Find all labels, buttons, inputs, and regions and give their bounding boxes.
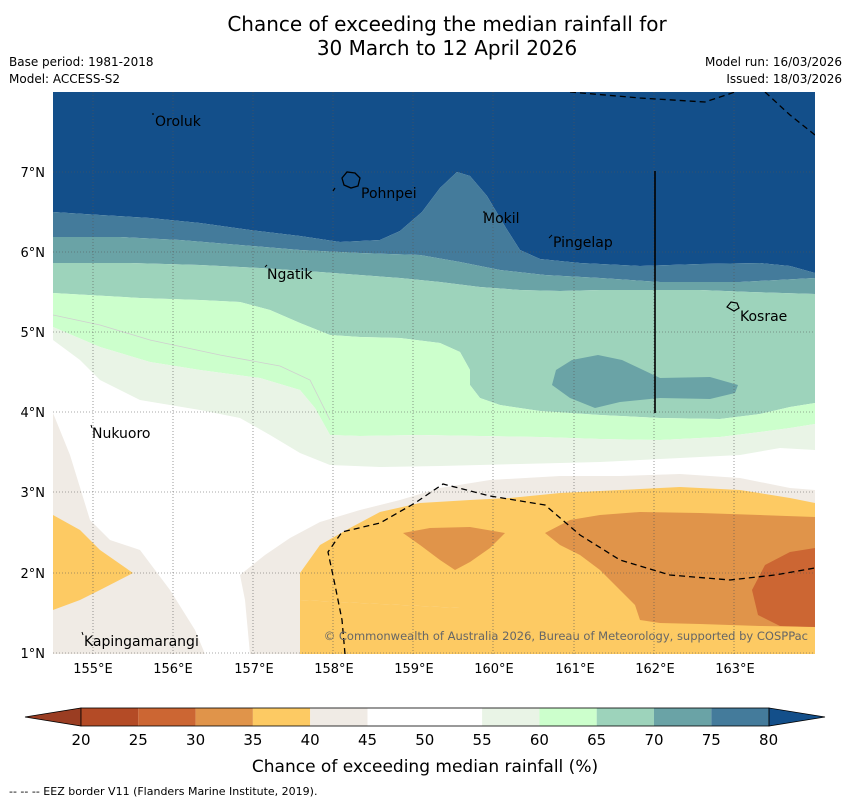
label-kapingamarangi: Kapingamarangi [84,634,199,650]
copyright-notice: © Commonwealth of Australia 2026, Bureau… [324,629,808,643]
contour-55-60 [53,327,815,467]
label-kosrae: Kosrae [740,309,787,325]
lat-tick: 4°N [21,406,46,421]
base-period: Base period: 1981-2018 [9,55,154,69]
colorbar-tick: 20 [71,731,90,749]
colorbar-tick: 60 [530,731,549,749]
title-line-2: 30 March to 12 April 2026 [316,36,578,60]
colorbar-tick: 70 [644,731,663,749]
issued-date: Issued: 18/03/2026 [726,72,842,86]
colorbar-segment [310,708,368,726]
colorbar-tick: 45 [358,731,377,749]
pingelap-marker [548,234,553,239]
label-ngatik: Ngatik [267,267,313,283]
contour-70-75-blob [552,355,738,408]
map-title: Chance of exceeding the median rainfall … [0,12,850,60]
colorbar-segment [539,708,597,726]
colorbar-segment [482,708,540,726]
colorbar-segment [195,708,253,726]
eez-border [327,92,815,654]
contour-50-line [53,314,331,421]
lon-tick: 156°E [153,662,193,677]
lon-tick: 157°E [234,662,274,677]
model-name: Model: ACCESS-S2 [9,72,121,86]
colorbar-segment [711,708,769,726]
oroluk-marker [152,113,154,115]
contour-60-65 [53,293,815,440]
meta-right: Model run: 16/03/2026 Issued: 18/03/2026 [705,54,842,88]
colorbar-tick: 55 [473,731,492,749]
lat-tick: 3°N [21,486,46,501]
contour-above-80 [53,92,815,273]
colorbar-extend-low [24,707,82,727]
contour-70-75 [53,237,815,294]
pohnpei-islet [332,187,336,192]
lon-tick: 161°E [555,662,595,677]
pohnpei-outline [341,171,361,189]
lat-tick: 6°N [21,246,46,261]
lat-tick: 1°N [21,647,46,662]
label-nukuoro: Nukuoro [92,426,150,442]
contour-35-40-west [53,515,133,610]
colorbar-segment [138,708,196,726]
label-oroluk: Oroluk [155,114,202,130]
colorbar-extend-high [768,707,826,727]
colorbar-tick: 25 [129,731,148,749]
lat-tick: 2°N [21,567,46,582]
lon-tick: 158°E [314,662,354,677]
label-pohnpei: Pohnpei [361,186,417,202]
rainfall-map: Oroluk Pohnpei Mokil Pingelap Ngatik Kos… [53,92,815,654]
contour-30-35-east [545,512,815,627]
colorbar-segment [252,708,311,726]
lon-tick: 155°E [73,662,113,677]
colorbar-tick: 80 [759,731,778,749]
title-line-1: Chance of exceeding the median rainfall … [227,12,667,36]
contour-35-40-south [300,600,815,654]
model-run: Model run: 16/03/2026 [704,55,842,69]
eez-legend-note: -- -- -- EEZ border V11 (Flanders Marine… [9,785,318,798]
colorbar-segment [367,708,425,726]
ngatik-marker [264,264,268,268]
kapinga-marker [81,631,84,636]
colorbar-label: Chance of exceeding median rainfall (%) [252,757,598,777]
label-mokil: Mokil [483,211,520,227]
colorbar-tick: 30 [186,731,205,749]
lon-tick: 159°E [394,662,434,677]
colorbar-tick: 75 [702,731,721,749]
colorbar-outline [80,707,770,727]
meta-left: Base period: 1981-2018 Model: ACCESS-S2 [9,54,154,88]
place-labels: Oroluk Pohnpei Mokil Pingelap Ngatik Kos… [84,114,787,650]
graticule [53,92,815,654]
lat-tick-labels: 1°N 2°N 3°N 4°N 5°N 6°N 7°N [21,166,46,662]
colorbar: 20 25 30 35 40 45 50 55 60 65 70 75 80 C… [24,707,826,777]
lat-tick: 5°N [21,326,46,341]
lon-tick: 163°E [715,662,755,677]
colorbar-tick: 65 [587,731,606,749]
lat-tick: 7°N [21,166,46,181]
contour-75-80 [53,172,815,282]
colorbar-segment [81,708,139,726]
label-pingelap: Pingelap [553,235,613,251]
colorbar-tick: 50 [415,731,434,749]
contour-30-35-west [403,527,505,570]
colorbar-segment [424,708,483,726]
colorbar-segment [596,708,654,726]
nukuoro-marker [90,424,93,429]
lon-tick: 160°E [474,662,514,677]
colorbar-tick: 40 [301,731,320,749]
mokil-marker [483,211,485,213]
kosrae-outline [726,301,740,312]
lon-tick-labels: 155°E 156°E 157°E 158°E 159°E 160°E 161°… [73,662,755,677]
contour-25-30 [752,548,815,627]
lon-tick: 162°E [635,662,675,677]
colorbar-tick: 35 [243,731,262,749]
colorbar-segment [654,708,712,726]
